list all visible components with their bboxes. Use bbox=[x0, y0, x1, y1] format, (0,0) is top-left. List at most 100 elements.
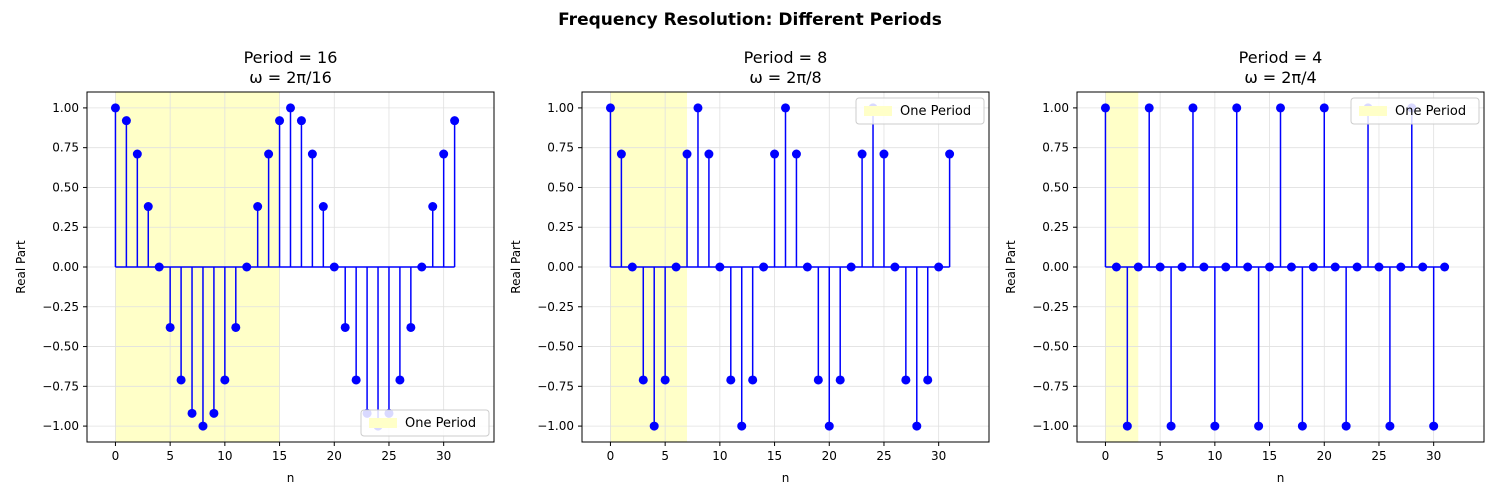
chart-2-point-27 bbox=[901, 375, 911, 385]
chart-3-point-19 bbox=[1308, 262, 1318, 272]
chart-2-point-9 bbox=[704, 149, 714, 159]
chart-3-legend-box bbox=[1350, 97, 1480, 125]
chart-1-point-19 bbox=[318, 202, 328, 212]
chart-3-xtick-label-1: 5 bbox=[1156, 449, 1164, 463]
chart-1-legend-box bbox=[360, 409, 490, 437]
chart-1-point-15 bbox=[275, 116, 285, 126]
chart-1-point-3 bbox=[143, 202, 153, 212]
chart-3-point-6 bbox=[1166, 421, 1176, 431]
chart-2-xtick-label-5: 25 bbox=[876, 449, 891, 463]
chart-1-point-4 bbox=[154, 262, 164, 272]
chart-1-point-26 bbox=[395, 375, 405, 385]
chart-3-xtick-label-5: 25 bbox=[1371, 449, 1386, 463]
chart-3-ytick-label-2: −0.50 bbox=[1032, 340, 1069, 354]
chart-2-point-28 bbox=[912, 421, 922, 431]
chart-3-xtick-label-2: 10 bbox=[1207, 449, 1222, 463]
chart-1-point-30 bbox=[439, 149, 449, 159]
chart-2-ytick-label-5: 0.25 bbox=[547, 220, 574, 234]
chart-3-point-7 bbox=[1177, 262, 1187, 272]
chart-3-title-line2: ω = 2π/4 bbox=[1244, 68, 1316, 87]
chart-3-ytick-label-3: −0.25 bbox=[1032, 300, 1069, 314]
chart-1-ytick-label-7: 0.75 bbox=[52, 141, 79, 155]
chart-3-point-27 bbox=[1396, 262, 1406, 272]
chart-1-point-5 bbox=[165, 322, 175, 332]
chart-2-point-22 bbox=[846, 262, 856, 272]
chart-3-point-4 bbox=[1144, 103, 1154, 113]
chart-1-point-0 bbox=[110, 103, 120, 113]
chart-2-point-3 bbox=[638, 375, 648, 385]
chart-1-point-29 bbox=[428, 202, 438, 212]
chart-3-point-13 bbox=[1243, 262, 1253, 272]
chart-3-xtick-label-3: 15 bbox=[1262, 449, 1277, 463]
chart-1-point-21 bbox=[340, 322, 350, 332]
chart-2-point-31 bbox=[945, 149, 955, 159]
chart-2-point-29 bbox=[923, 375, 933, 385]
chart-1-point-28 bbox=[417, 262, 427, 272]
chart-2-point-13 bbox=[748, 375, 758, 385]
chart-3-point-10 bbox=[1210, 421, 1220, 431]
chart-1-point-7 bbox=[187, 408, 197, 418]
chart-3-ytick-label-4: 0.00 bbox=[1042, 260, 1069, 274]
chart-2-title-line1: Period = 8 bbox=[744, 48, 828, 67]
chart-1-ytick-label-2: −0.50 bbox=[42, 340, 79, 354]
chart-3-point-11 bbox=[1221, 262, 1231, 272]
chart-3-xtick-label-6: 30 bbox=[1426, 449, 1441, 463]
chart-2-legend-label: One Period bbox=[900, 104, 971, 119]
chart-3-legend-swatch bbox=[1359, 106, 1387, 116]
chart-1-ylabel: Real Part bbox=[14, 240, 28, 294]
chart-3-point-18 bbox=[1297, 421, 1307, 431]
chart-1-xtick-label-2: 10 bbox=[217, 449, 232, 463]
chart-2-point-1 bbox=[616, 149, 626, 159]
chart-2-xtick-label-4: 20 bbox=[822, 449, 837, 463]
chart-3-point-31 bbox=[1440, 262, 1450, 272]
chart-3-xtick-label-0: 0 bbox=[1102, 449, 1110, 463]
chart-1-ytick-label-3: −0.25 bbox=[42, 300, 79, 314]
chart-2: Period = 8ω = 2π/8 0 5 10 15 20 25 30 −1.00 −0.75… bbox=[509, 48, 990, 485]
chart-2-point-17 bbox=[791, 149, 801, 159]
chart-3-point-22 bbox=[1341, 421, 1351, 431]
chart-3-point-30 bbox=[1429, 421, 1439, 431]
chart-3-point-25 bbox=[1374, 262, 1384, 272]
chart-1-legend: One Period bbox=[360, 409, 490, 437]
chart-2-point-10 bbox=[715, 262, 725, 272]
chart-2-point-12 bbox=[737, 421, 747, 431]
chart-1-xtick-label-5: 25 bbox=[381, 449, 396, 463]
chart-2-point-20 bbox=[824, 421, 834, 431]
chart-1-point-22 bbox=[351, 375, 361, 385]
chart-1-title-line2: ω = 2π/16 bbox=[249, 68, 332, 87]
chart-1-point-18 bbox=[307, 149, 317, 159]
chart-2-point-5 bbox=[660, 375, 670, 385]
chart-2-xtick-label-2: 10 bbox=[712, 449, 727, 463]
chart-1-point-31 bbox=[450, 116, 460, 126]
chart-1-ytick-label-4: 0.00 bbox=[52, 260, 79, 274]
chart-1: Period = 16ω = 2π/16 0 5 10 15 20 25 30 −1.00 −0.… bbox=[14, 48, 495, 485]
chart-3-point-8 bbox=[1188, 103, 1198, 113]
chart-2-point-14 bbox=[759, 262, 769, 272]
chart-3-point-16 bbox=[1276, 103, 1285, 113]
chart-2-legend-box bbox=[855, 97, 985, 125]
chart-2-point-2 bbox=[627, 262, 637, 272]
chart-1-xtick-label-1: 5 bbox=[166, 449, 174, 463]
chart-3-point-2 bbox=[1122, 421, 1132, 431]
chart-1-point-14 bbox=[264, 149, 274, 159]
chart-1-point-1 bbox=[121, 116, 131, 126]
chart-1-point-10 bbox=[220, 375, 230, 385]
chart-3-point-29 bbox=[1418, 262, 1428, 272]
chart-2-ytick-label-3: −0.25 bbox=[537, 300, 574, 314]
chart-2-xtick-label-6: 30 bbox=[931, 449, 946, 463]
chart-3-point-3 bbox=[1133, 262, 1143, 272]
chart-3-ytick-label-8: 1.00 bbox=[1042, 101, 1069, 115]
chart-3-legend-label: One Period bbox=[1395, 104, 1466, 119]
chart-2-ytick-label-4: 0.00 bbox=[547, 260, 574, 274]
chart-1-ytick-label-5: 0.25 bbox=[52, 220, 79, 234]
chart-1-point-16 bbox=[286, 103, 295, 113]
chart-2-ytick-label-1: −0.75 bbox=[537, 379, 574, 393]
chart-1-ytick-label-8: 1.00 bbox=[52, 101, 79, 115]
chart-2-ytick-label-8: 1.00 bbox=[547, 101, 574, 115]
chart-1-xlabel: n bbox=[287, 471, 295, 485]
chart-1-xtick-label-4: 20 bbox=[327, 449, 342, 463]
chart-1-ytick-label-6: 0.50 bbox=[52, 180, 79, 194]
chart-2-ytick-label-0: −1.00 bbox=[537, 419, 574, 433]
chart-1-xtick-label-3: 15 bbox=[272, 449, 287, 463]
